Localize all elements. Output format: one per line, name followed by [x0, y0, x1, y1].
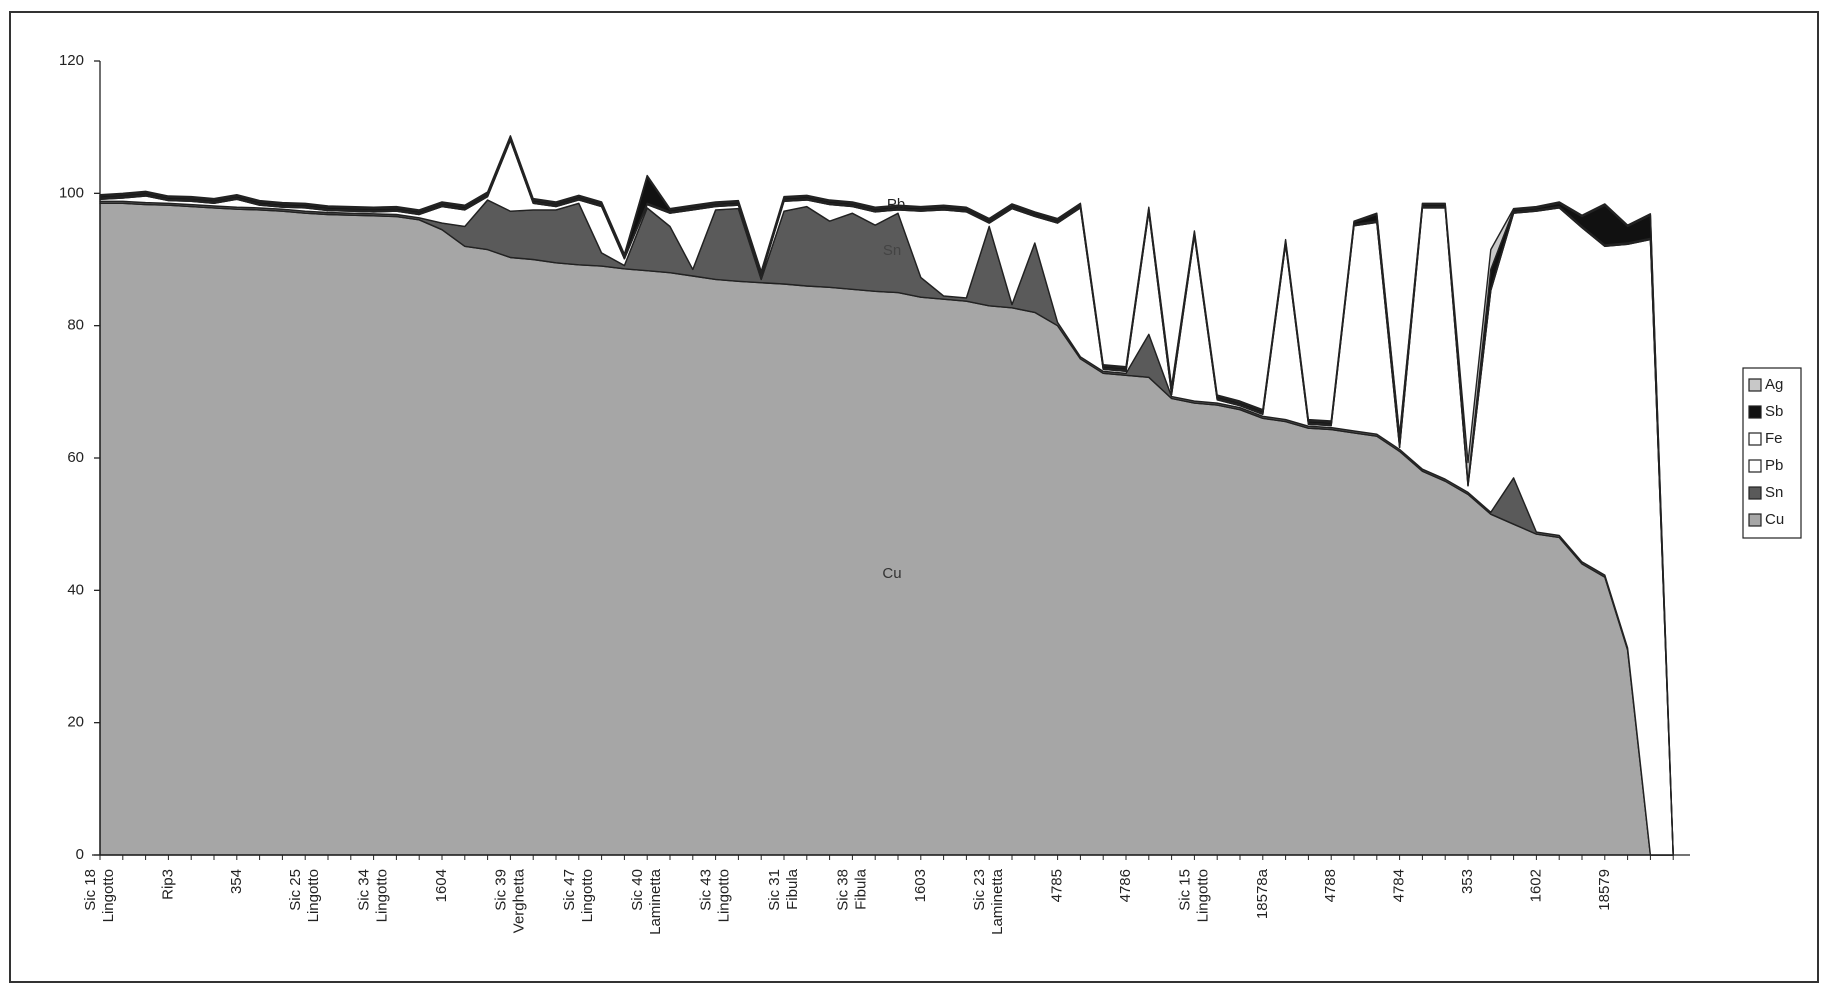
y-tick-label: 20 [67, 714, 84, 731]
x-tick-label: Sic 15 [1176, 869, 1193, 911]
x-tick-label: 1604 [433, 869, 450, 902]
x-tick-label: Lingotto [716, 869, 733, 922]
x-tick-label: Lingotto [374, 869, 391, 922]
x-tick-label: 4784 [1391, 869, 1408, 902]
y-tick-label: 120 [59, 52, 84, 69]
x-tick-label: Lingotto [579, 869, 596, 922]
x-tick-label: Lingotto [100, 869, 117, 922]
x-tick-label: Verghetta [510, 868, 527, 933]
legend-swatch [1748, 486, 1762, 500]
x-tick-label: Sic 38 [834, 869, 851, 911]
legend-swatch [1748, 378, 1762, 392]
x-tick-label: Sic 23 [971, 869, 988, 911]
annotation: Sn [883, 242, 901, 259]
x-tick-label: Laminetta [989, 868, 1006, 935]
x-tick-label: Laminetta [647, 868, 664, 935]
legend-swatch [1748, 405, 1762, 419]
x-tick-label: 4786 [1117, 869, 1134, 902]
legend-label: Sb [1765, 403, 1783, 420]
legend-swatch [1748, 432, 1762, 446]
x-tick-label: 4785 [1049, 869, 1066, 902]
x-tick-label: Fibula [784, 868, 801, 910]
x-tick-label: Sic 39 [492, 869, 509, 911]
legend-swatch [1748, 513, 1762, 527]
legend-swatch [1748, 459, 1762, 473]
x-tick-label: Rip3 [159, 869, 176, 900]
x-tick-label: 18578a [1254, 868, 1271, 919]
legend-box [1742, 367, 1802, 539]
legend-label: Cu [1765, 511, 1784, 528]
x-tick-label: Sic 43 [698, 869, 715, 911]
x-tick-label: Sic 47 [561, 869, 578, 911]
y-tick-label: 40 [67, 581, 84, 598]
area [99, 135, 1674, 856]
legend-label: Fe [1765, 430, 1783, 447]
x-tick-label: Sic 18 [82, 869, 99, 911]
x-tick-label: 354 [228, 869, 245, 894]
x-tick-label: 1603 [912, 869, 929, 902]
x-tick-label: 18579 [1596, 869, 1613, 911]
x-tick-label: Sic 34 [356, 869, 373, 911]
x-tick-label: Sic 31 [766, 869, 783, 911]
legend-label: Sn [1765, 484, 1783, 501]
legend-label: Ag [1765, 376, 1783, 393]
x-tick-label: Lingotto [1194, 869, 1211, 922]
x-tick-label: Lingotto [305, 869, 322, 922]
x-tick-label: Sic 40 [629, 869, 646, 911]
x-tick-label: 353 [1459, 869, 1476, 894]
legend-label: Pb [1765, 457, 1783, 474]
x-tick-label: 4788 [1322, 869, 1339, 902]
x-tick-label: Fibula [852, 868, 869, 910]
annotation: Cu [882, 565, 901, 582]
y-tick-label: 80 [67, 317, 84, 334]
x-tick-label: Sic 25 [287, 869, 304, 911]
y-tick-label: 0 [76, 846, 84, 863]
annotation: Pb [887, 196, 905, 213]
y-tick-label: 60 [67, 449, 84, 466]
x-tick-label: 1602 [1527, 869, 1544, 902]
y-tick-label: 100 [59, 184, 84, 201]
